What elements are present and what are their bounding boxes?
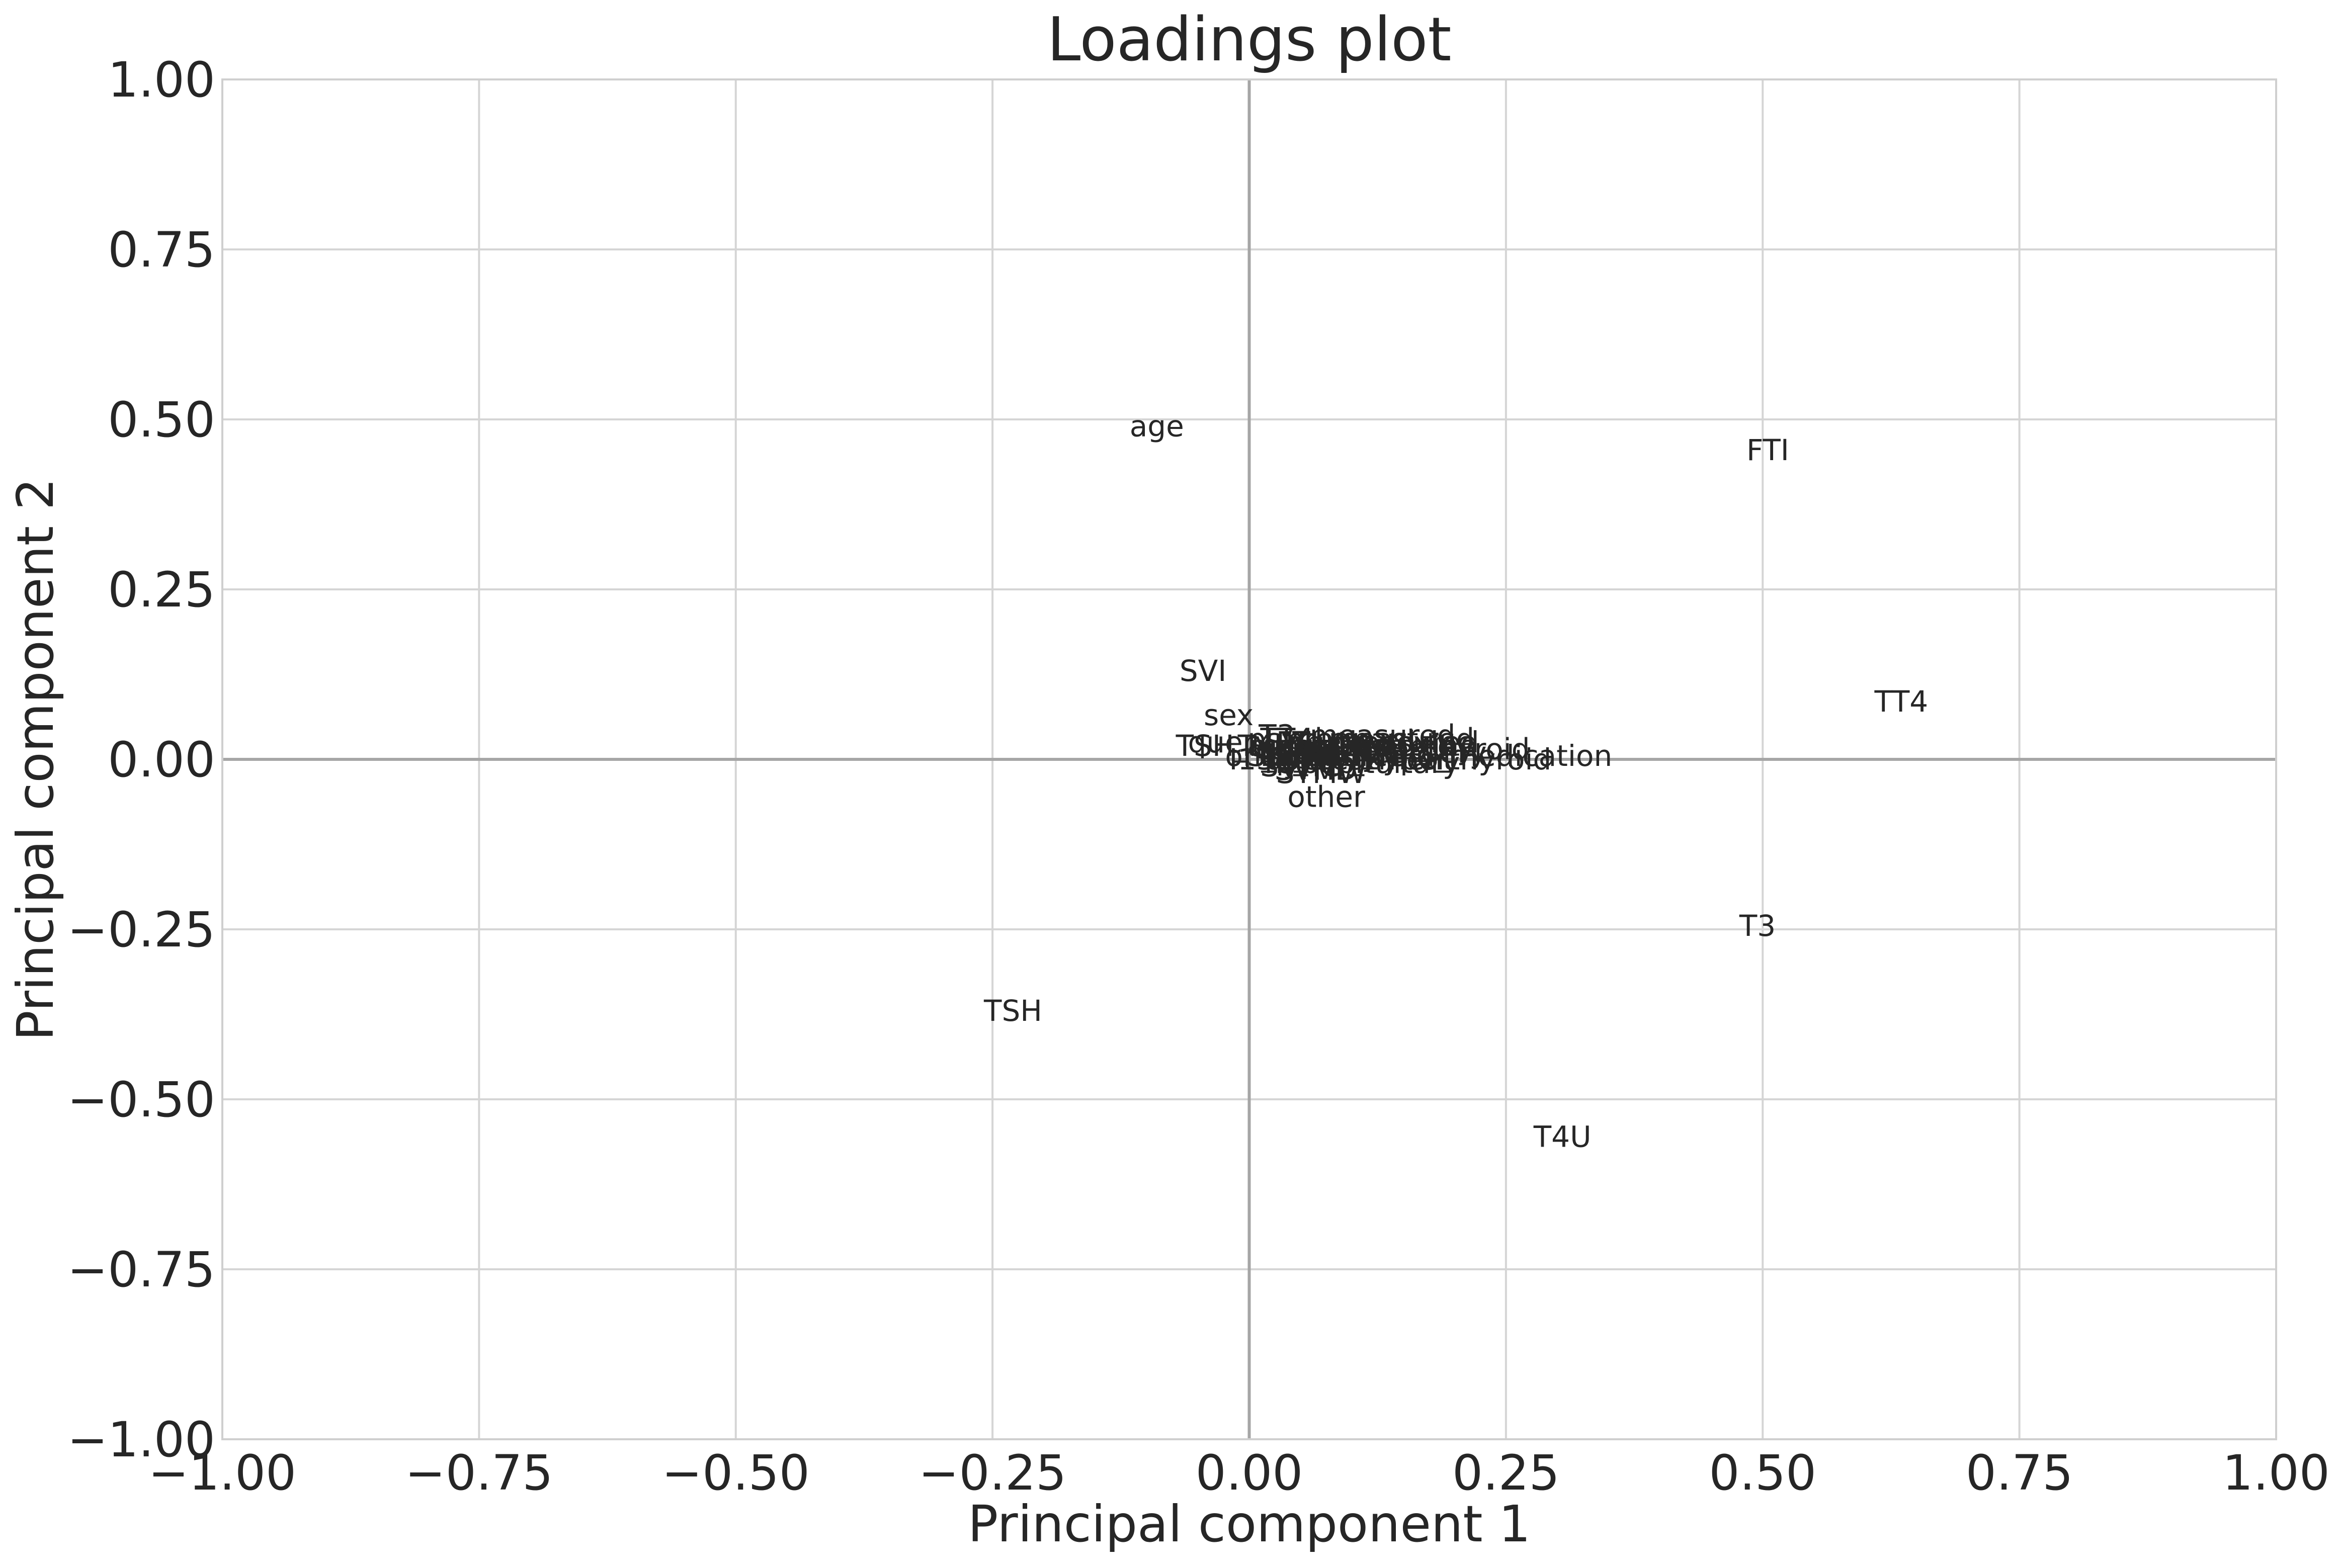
point-label: STMW bbox=[1276, 756, 1367, 790]
point-label: TSH_measured bbox=[1176, 729, 1395, 763]
point-label: goitre bbox=[1294, 735, 1379, 769]
x-tick-label: 0.75 bbox=[1966, 1445, 2073, 1501]
point-label: hypopituitary bbox=[1265, 746, 1460, 780]
x-tick-label: −0.75 bbox=[405, 1445, 553, 1501]
plot-frame bbox=[221, 78, 2277, 1440]
x-axis-label: Principal component 1 bbox=[968, 1495, 1531, 1553]
point-label: on_antithyroid_medication bbox=[1225, 739, 1612, 773]
y-tick-label: 1.00 bbox=[108, 52, 215, 108]
point-label: SVHD bbox=[1275, 752, 1358, 787]
y-tick-labels: −1.00 −0.75 −0.50 −0.25 0.00 0.25 0.50 0.75 1.00 bbox=[67, 52, 215, 1468]
point-label: sick bbox=[1278, 732, 1334, 766]
y-tick-label: −0.25 bbox=[67, 902, 215, 958]
point-label: TSH bbox=[983, 994, 1042, 1028]
point-label: T4U_measured bbox=[1237, 729, 1456, 763]
point-labels: age FTI TT4 SVI sex T3 TSH T4U otherSTMWon_thyro… bbox=[983, 409, 1928, 1154]
point-label: FTI_measured bbox=[1276, 725, 1479, 759]
x-tick-label: 0.00 bbox=[1196, 1445, 1303, 1501]
y-tick-label: 0.50 bbox=[108, 392, 215, 448]
x-tick-label: 1.00 bbox=[2222, 1445, 2330, 1501]
x-tick-label: −1.00 bbox=[148, 1445, 296, 1501]
x-tick-label: −0.50 bbox=[662, 1445, 810, 1501]
point-label: other bbox=[1287, 779, 1365, 814]
point-label: T3 bbox=[1739, 909, 1776, 943]
point-label: query_hyperthyroid bbox=[1266, 742, 1552, 776]
point-label: lithium bbox=[1260, 739, 1361, 773]
y-tick-label: −1.00 bbox=[67, 1412, 215, 1468]
x-tick-labels: −1.00 −0.75 −0.50 −0.25 0.00 0.25 0.50 0.75 1.00 bbox=[148, 1445, 2330, 1501]
chart-title: Loadings plot bbox=[1047, 5, 1451, 75]
point-label: on_thyroxine bbox=[1289, 729, 1477, 763]
point-label: query_on_thyroxine bbox=[1188, 725, 1475, 759]
x-tick-label: 0.50 bbox=[1709, 1445, 1816, 1501]
y-tick-label: 0.25 bbox=[108, 562, 215, 618]
point-label: age bbox=[1130, 409, 1184, 444]
point-label: TT4 bbox=[1874, 684, 1928, 719]
x-tick-label: −0.25 bbox=[919, 1445, 1066, 1501]
point-label: pregnant bbox=[1286, 722, 1418, 756]
point-label: SVI_source bbox=[1247, 739, 1405, 773]
point-label: T3_measured bbox=[1258, 719, 1455, 753]
y-tick-label: 0.00 bbox=[108, 732, 215, 788]
zero-lines bbox=[222, 79, 2276, 1439]
y-axis-label: Principal component 2 bbox=[6, 478, 65, 1040]
y-tick-label: −0.50 bbox=[67, 1072, 215, 1128]
x-tick-label: 0.25 bbox=[1452, 1445, 1560, 1501]
point-label: TT4_measured bbox=[1260, 722, 1475, 756]
y-tick-label: −0.75 bbox=[67, 1242, 215, 1298]
point-label: SVHC bbox=[1260, 749, 1341, 783]
point-label: I131_treatment bbox=[1229, 742, 1454, 776]
y-tick-label: 0.75 bbox=[108, 222, 215, 278]
point-label: thyroid_surgery bbox=[1258, 735, 1486, 769]
point-label: query_hypothyroid bbox=[1256, 732, 1530, 766]
point-label: FTI bbox=[1746, 433, 1789, 467]
point-label: psych bbox=[1247, 722, 1333, 756]
point-label: T4U bbox=[1533, 1119, 1592, 1154]
point-label: tumor bbox=[1251, 729, 1340, 763]
point-label: sex bbox=[1204, 698, 1254, 732]
point-label: SVI bbox=[1180, 654, 1227, 688]
